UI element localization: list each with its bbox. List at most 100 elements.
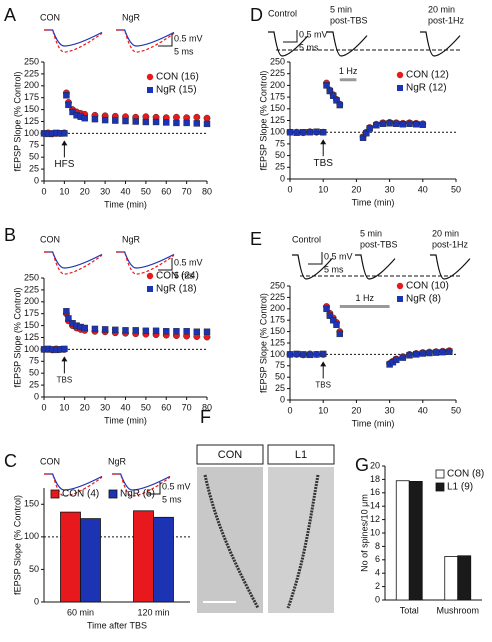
legend-marker [396, 71, 404, 79]
y-tick-label: 200 [270, 303, 285, 313]
trace-label: NgR [122, 12, 141, 22]
scale-label: 5 ms [324, 264, 344, 274]
legend-label: NgR (5) [120, 489, 155, 500]
data-point [373, 121, 380, 129]
y-axis-label: fEPSP Slope (% Control) [12, 72, 22, 172]
bar [444, 556, 459, 601]
data-point [193, 113, 201, 121]
legend-label: CON (8) [447, 469, 484, 480]
data-point [173, 328, 180, 335]
x-tick-label: 30 [100, 186, 110, 196]
y-tick-label: 250 [270, 280, 285, 290]
trace-label: CON [40, 456, 60, 466]
y-axis-label: fEPSP Slope (% Control) [12, 288, 22, 388]
y-tick-label: 0 [34, 596, 39, 606]
data-point [203, 328, 211, 335]
panel-label: B [4, 225, 16, 245]
y-tick-label: 150 [24, 499, 39, 509]
stimulus-label: HFS [54, 159, 74, 170]
data-point [193, 120, 201, 127]
data-point [132, 118, 139, 125]
x-tick-label: 0 [41, 402, 46, 412]
data-point [399, 121, 407, 128]
trace [327, 31, 368, 57]
y-axis-label: No of spines/10 μm [359, 494, 369, 572]
micrograph [268, 467, 334, 613]
y-tick-label: 175 [270, 315, 285, 325]
x-tick-label: 70 [182, 186, 192, 196]
x-tick-label: 10 [59, 402, 69, 412]
y-tick-label: 2 [375, 581, 380, 591]
trace [292, 254, 333, 280]
y-tick-label: 6 [375, 554, 380, 564]
y-tick-label: 100 [24, 531, 39, 541]
y-axis-label: fEPSP Slope (% Control) [258, 293, 268, 393]
y-tick-label: 125 [24, 116, 39, 126]
data-point [406, 120, 413, 127]
image-header [196, 444, 264, 465]
y-tick-label: 175 [24, 92, 39, 102]
arrow-head [61, 356, 68, 362]
data-point [142, 118, 150, 126]
stimulus-label: TBS [313, 158, 333, 169]
bar [395, 480, 410, 601]
data-point [203, 120, 211, 128]
legend-marker [146, 73, 154, 81]
legend-marker [397, 85, 403, 91]
x-tick-label: 20 [351, 405, 361, 415]
x-tick-label: 40 [120, 186, 130, 196]
data-point [101, 326, 109, 333]
data-point [412, 351, 420, 358]
y-tick-label: 175 [270, 91, 285, 101]
data-point [293, 350, 300, 358]
y-tick-label: 50 [275, 150, 285, 160]
trace-label: post-1Hz [432, 239, 469, 249]
x-tick-label: 120 min [137, 607, 169, 617]
x-tick-label: 40 [418, 184, 428, 194]
data-point [326, 87, 334, 95]
y-tick-label: 150 [270, 103, 285, 113]
scale-bar [283, 30, 298, 43]
scale-label: 0.5 mV [299, 29, 328, 39]
data-point [142, 327, 150, 335]
y-tick-label: 16 [370, 487, 380, 497]
y-tick-label: 50 [29, 152, 39, 162]
panel-label: A [4, 5, 16, 25]
y-tick-label: 200 [24, 80, 39, 90]
trace [44, 29, 103, 53]
legend-marker [397, 296, 403, 302]
x-tick-label: 10 [318, 405, 328, 415]
data-point [446, 348, 453, 355]
y-tick-label: 100 [270, 349, 285, 359]
x-axis-label: Time after TBS [87, 620, 147, 630]
data-point [61, 345, 68, 353]
x-axis-label: Time (min) [104, 199, 147, 209]
legend-marker [146, 272, 154, 280]
scale-bar [158, 34, 173, 47]
scale-label: 0.5 mV [324, 251, 353, 261]
data-point [393, 356, 400, 364]
data-point [306, 128, 314, 136]
legend-marker [147, 286, 153, 292]
scale-label: 5 ms [174, 270, 194, 280]
scale-label: 5 ms [162, 494, 182, 504]
y-axis-label: fEPSP Slope (% Control) [258, 71, 268, 171]
bar [408, 481, 423, 601]
legend-marker [435, 469, 445, 479]
panel-label: C [4, 451, 17, 471]
trace-label: 20 min [428, 4, 455, 14]
x-tick-label: 20 [351, 184, 361, 194]
data-point [152, 118, 160, 126]
x-tick-label: 50 [141, 402, 151, 412]
data-point [379, 120, 387, 127]
trace-label: NgR [108, 456, 127, 466]
y-tick-label: 200 [270, 80, 285, 90]
y-tick-label: 150 [24, 320, 39, 330]
trace-label: NgR [122, 234, 141, 244]
x-tick-label: Mushroom [436, 605, 479, 615]
legend-label: CON (24) [156, 271, 199, 282]
y-tick-label: 50 [29, 368, 39, 378]
y-tick-label: 4 [375, 568, 380, 578]
y-tick-label: 8 [375, 541, 380, 551]
